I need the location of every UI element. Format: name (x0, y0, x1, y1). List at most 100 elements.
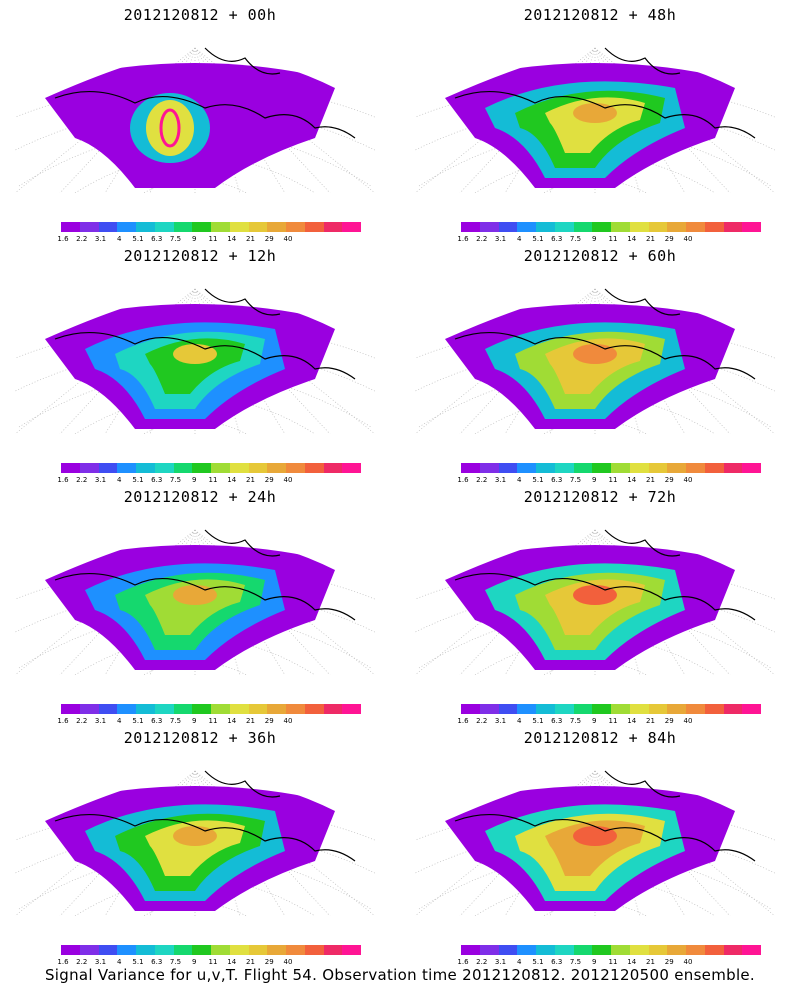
map-panel: 2012120812 + 00h 1.6 2.2 3.1 4 5.1 6.3 7.5 9 11 14… (0, 0, 400, 245)
colorbar-swatch (342, 222, 361, 232)
colorbar-swatch (742, 945, 761, 955)
colorbar (61, 704, 361, 714)
colorbar-swatch (461, 945, 480, 955)
colorbar-tick-label: 11 (208, 717, 218, 725)
colorbar-tick-label: 29 (664, 476, 674, 484)
colorbar-swatch (192, 222, 211, 232)
colorbar-swatch (686, 945, 705, 955)
colorbar-tick-label: 11 (608, 235, 618, 243)
map-panel: 2012120812 + 48h 1.6 2.2 3.1 4 5.1 6.3 7.5 9 11 14… (400, 0, 800, 245)
colorbar-swatch (554, 463, 574, 473)
colorbar-swatch (704, 945, 724, 955)
variance-map (415, 770, 775, 916)
colorbar-ticks: 1.6 2.2 3.1 4 5.1 6.3 7.5 9 11 14 21 29 40 (457, 717, 761, 727)
colorbar-swatch (517, 945, 536, 955)
colorbar-tick-label: 4 (117, 476, 122, 484)
colorbar-tick-label: 5.1 (532, 717, 544, 725)
colorbar-tick-label: 11 (208, 958, 218, 966)
colorbar-swatch (304, 704, 324, 714)
colorbar-tick-label: 9 (192, 476, 197, 484)
colorbar-swatch (723, 222, 743, 232)
colorbar-swatch (323, 463, 343, 473)
colorbar-swatch (342, 704, 361, 714)
colorbar-swatch (117, 704, 136, 714)
colorbar-swatch (611, 704, 630, 714)
colorbar-tick-label: 1.6 (57, 958, 69, 966)
colorbar-swatch (461, 704, 480, 714)
colorbar-swatch (648, 463, 668, 473)
panel-title: 2012120812 + 72h (523, 488, 677, 506)
colorbar-tick-label: 3.1 (494, 235, 507, 243)
colorbar-swatch (517, 222, 536, 232)
colorbar-tick-label: 6.3 (551, 717, 563, 725)
colorbar-swatch (573, 463, 593, 473)
colorbar-swatch (98, 945, 118, 955)
colorbar-swatch (173, 945, 193, 955)
colorbar-ticks: 1.6 2.2 3.1 4 5.1 6.3 7.5 9 11 14 21 29 40 (57, 476, 361, 486)
map-panel: 2012120812 + 72h 1.6 2.2 3.1 4 5.1 6.3 7.5 9 11 14… (400, 482, 800, 727)
colorbar-swatch (704, 704, 724, 714)
colorbar-tick-label: 1.6 (457, 235, 469, 243)
colorbar-swatch (267, 222, 286, 232)
colorbar-tick-label: 6.3 (151, 476, 163, 484)
colorbar-tick-label: 3.1 (494, 958, 507, 966)
colorbar-swatch (211, 222, 230, 232)
colorbar-swatch (117, 222, 136, 232)
map-panel: 2012120812 + 84h 1.6 2.2 3.1 4 5.1 6.3 7.5 9 11 14… (400, 723, 800, 968)
colorbar-tick-label: 9 (592, 958, 597, 966)
colorbar (461, 222, 761, 232)
colorbar-tick-label: 9 (192, 958, 197, 966)
variance-map (15, 47, 375, 193)
colorbar-tick-label: 21 (646, 476, 655, 484)
colorbar-swatch (479, 463, 499, 473)
colorbar-swatch (79, 945, 99, 955)
colorbar-swatch (79, 704, 99, 714)
colorbar-swatch (304, 463, 324, 473)
colorbar-tick-label: 7.5 (169, 235, 182, 243)
colorbar-tick-label: 4 (517, 476, 522, 484)
colorbar-tick-label: 14 (227, 717, 237, 725)
variance-map (15, 288, 375, 434)
colorbar-tick-label: 14 (627, 476, 637, 484)
colorbar-swatch (286, 463, 305, 473)
colorbar-swatch (248, 945, 268, 955)
colorbar-swatch (517, 463, 536, 473)
colorbar (61, 222, 361, 232)
colorbar (461, 945, 761, 955)
colorbar-swatch (629, 222, 649, 232)
colorbar-tick-label: 2.2 (476, 717, 488, 725)
colorbar-swatch (667, 945, 686, 955)
panel-title: 2012120812 + 84h (523, 729, 677, 747)
colorbar-swatch (686, 463, 705, 473)
colorbar-swatch (517, 704, 536, 714)
colorbar-swatch (211, 463, 230, 473)
colorbar (61, 945, 361, 955)
colorbar-tick-label: 29 (264, 958, 274, 966)
colorbar-tick-label: 11 (608, 958, 618, 966)
colorbar-tick-label: 14 (627, 958, 637, 966)
colorbar-swatch (742, 704, 761, 714)
colorbar-tick-label: 29 (264, 476, 274, 484)
figure-caption: Signal Variance for u,v,T. Flight 54. Ob… (44, 966, 756, 984)
colorbar-swatch (173, 704, 193, 714)
colorbar-swatch (498, 463, 518, 473)
colorbar-swatch (611, 463, 630, 473)
map-panel: 2012120812 + 12h 1.6 2.2 3.1 4 5.1 6.3 7.5 9 11 14… (0, 241, 400, 486)
colorbar-tick-label: 7.5 (569, 717, 582, 725)
colorbar-tick-label: 4 (117, 717, 122, 725)
colorbar-tick-label: 4 (517, 958, 522, 966)
colorbar-tick-label: 21 (246, 476, 255, 484)
colorbar-swatch (154, 704, 174, 714)
colorbar (461, 463, 761, 473)
colorbar-tick-label: 1.6 (57, 235, 69, 243)
colorbar-tick-label: 1.6 (457, 958, 469, 966)
colorbar-tick-label: 6.3 (151, 958, 163, 966)
colorbar-tick-label: 7.5 (169, 717, 182, 725)
colorbar-tick-label: 14 (627, 717, 637, 725)
colorbar-tick-label: 40 (683, 958, 693, 966)
colorbar-swatch (79, 222, 99, 232)
colorbar-swatch (667, 704, 686, 714)
panel-title: 2012120812 + 60h (523, 247, 677, 265)
colorbar-tick-label: 40 (683, 235, 693, 243)
colorbar-swatch (248, 704, 268, 714)
